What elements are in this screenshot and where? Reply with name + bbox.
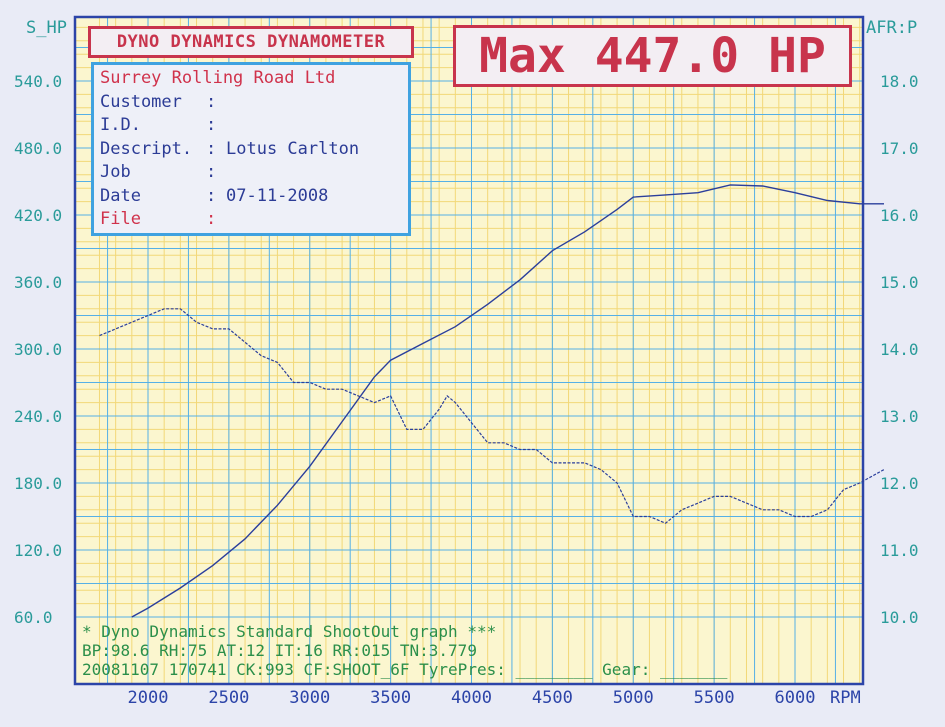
y-left-tick: 480.0 xyxy=(14,139,62,158)
y-left-tick: 420.0 xyxy=(14,206,62,225)
info-key: I.D. xyxy=(100,115,141,135)
info-colon: : xyxy=(206,185,217,206)
y-right-tick: 15.0 xyxy=(880,273,919,292)
info-value: Lotus Carlton xyxy=(226,138,360,159)
footer-line-1: * Dyno Dynamics Standard ShootOut graph … xyxy=(82,622,497,641)
info-key: Job xyxy=(100,162,131,182)
x-tick: 4500 xyxy=(532,688,573,708)
y-left-tick: 240.0 xyxy=(14,407,62,426)
x-axis-unit: RPM xyxy=(830,688,861,708)
y-left-tick: 540.0 xyxy=(14,72,62,91)
max-hp-readout: Max 447.0 HP xyxy=(453,25,852,87)
y-right-tick: 17.0 xyxy=(880,139,919,158)
y-right-tick: 13.0 xyxy=(880,407,919,426)
y-right-tick: 18.0 xyxy=(880,72,919,91)
x-tick-labels: 2000 2500 3000 3500 4000 4500 5000 5500 6000 xyxy=(128,688,816,708)
info-value: 07-11-2008 xyxy=(226,185,329,206)
power-series-line xyxy=(131,184,884,618)
info-key: Customer xyxy=(100,91,182,112)
y-right-tick: 11.0 xyxy=(880,541,919,560)
plot-frame xyxy=(73,15,865,686)
right-axis-label: AFR:P xyxy=(866,18,917,38)
left-axis-label: S_HP xyxy=(26,18,67,38)
info-row-file: File : xyxy=(100,208,402,232)
info-row: Descript.: Lotus Carlton xyxy=(100,138,402,162)
info-row: Customer: xyxy=(100,91,402,115)
y-left-tick: 300.0 xyxy=(14,340,62,359)
x-tick: 2500 xyxy=(208,688,249,708)
footer-info: * Dyno Dynamics Standard ShootOut graph … xyxy=(82,622,872,679)
y-left-tick: 360.0 xyxy=(14,273,62,292)
info-colon: : xyxy=(206,162,217,182)
info-colon-file: : xyxy=(206,209,217,229)
y-right-tick: 12.0 xyxy=(880,474,919,493)
x-tick: 3500 xyxy=(370,688,411,708)
x-tick: 6000 xyxy=(775,688,816,708)
info-key: Date xyxy=(100,185,141,206)
info-key-file: File xyxy=(100,209,141,229)
dyno-title: DYNO DYNAMICS DYNAMOMETER xyxy=(88,26,414,58)
y-left-tick: 180.0 xyxy=(14,474,62,493)
afr-series-line xyxy=(99,308,885,524)
y-right-tick: 14.0 xyxy=(880,340,919,359)
info-panel: Surrey Rolling Road Ltd Customer: I.D.: De… xyxy=(91,62,411,236)
x-tick: 4000 xyxy=(451,688,492,708)
x-tick: 2000 xyxy=(128,688,169,708)
info-colon: : xyxy=(206,115,217,135)
info-row: I.D.: xyxy=(100,114,402,138)
company-name: Surrey Rolling Road Ltd xyxy=(100,68,336,88)
footer-line-2: BP:98.6 RH:75 AT:12 IT:16 RR:015 TN:3.77… xyxy=(82,641,477,660)
info-colon: : xyxy=(206,138,217,159)
footer-line-3: 20081107 170741 CK:993 CF:SHOOT_6F TyreP… xyxy=(82,660,728,679)
y-right-tick-labels: 10.0 11.0 12.0 13.0 14.0 15.0 16.0 17.0 18.0 xyxy=(880,72,919,627)
info-colon: : xyxy=(206,91,217,112)
y-left-tick: 120.0 xyxy=(14,541,62,560)
plot-border xyxy=(73,15,865,686)
info-row: Job: xyxy=(100,161,402,185)
x-tick: 5500 xyxy=(694,688,735,708)
y-right-tick: 10.0 xyxy=(880,608,919,627)
y-right-tick: 16.0 xyxy=(880,206,919,225)
y-left-tick: 60.0 xyxy=(14,608,53,627)
series-group xyxy=(99,184,885,618)
x-tick: 5000 xyxy=(613,688,654,708)
x-tick: 3000 xyxy=(289,688,330,708)
info-row: Date:07-11-2008 xyxy=(100,185,402,209)
info-key: Descript. xyxy=(100,138,193,159)
y-left-tick-labels: 60.0 120.0 180.0 240.0 300.0 360.0 420.0 480.0 5… xyxy=(14,72,62,627)
